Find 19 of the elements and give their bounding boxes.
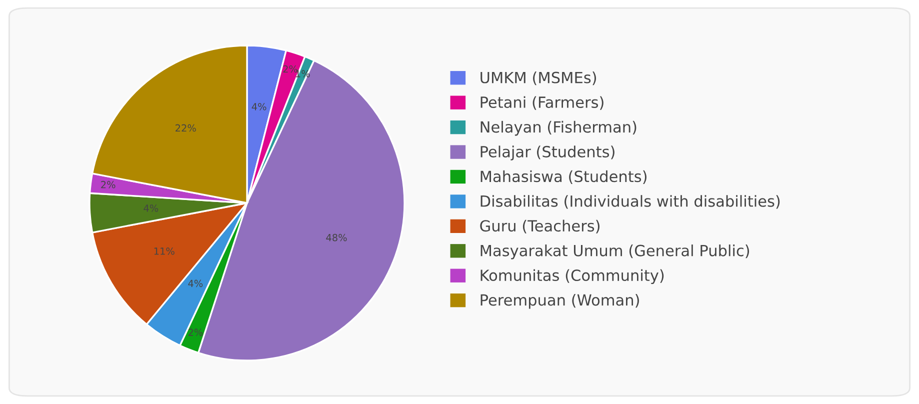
legend-label: Nelayan (Fisherman) <box>480 120 636 136</box>
legend-label: Perempuan (Woman) <box>480 294 639 309</box>
data-label: 2% <box>283 65 298 73</box>
data-label: 4% <box>252 102 266 110</box>
data-label: 2% <box>188 328 203 336</box>
data-label: 22% <box>176 124 196 132</box>
data-label: 4% <box>188 280 203 288</box>
legend-label: Guru (Teachers) <box>480 220 600 234</box>
data-label: 11% <box>154 247 174 255</box>
data-label: 2% <box>101 180 116 188</box>
legend-label: Disabilitas (Individuals with disabilities) <box>480 195 780 209</box>
legend-label: Komunitas (Community) <box>480 269 664 284</box>
data-label: 48% <box>326 234 347 242</box>
legend-label: Pelajar (Students) <box>480 146 614 160</box>
legend-label: UMKM (MSMEs) <box>480 72 596 86</box>
legend-label: Mahasiswa (Students) <box>480 170 646 184</box>
legend-label: Masyarakat Umum (General Public) <box>480 244 750 260</box>
data-label: 4% <box>144 204 158 212</box>
legend-label: Petani (Farmers) <box>480 96 604 110</box>
